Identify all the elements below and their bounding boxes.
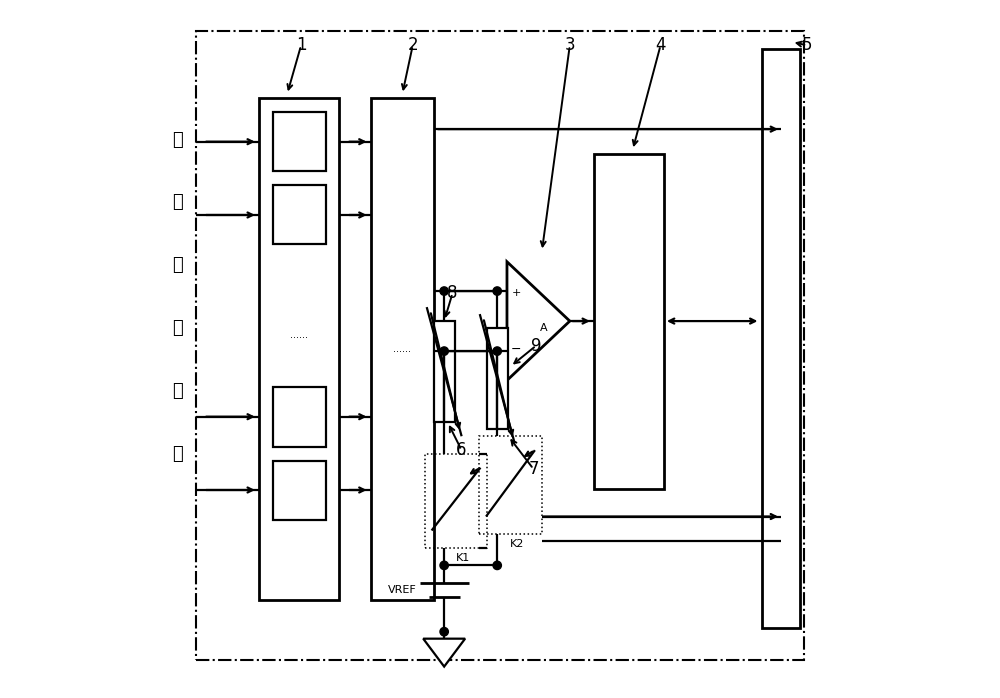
Bar (273, 112, 326, 171)
Text: A: A (539, 323, 547, 333)
Text: K2: K2 (510, 540, 525, 549)
Circle shape (440, 287, 448, 295)
Bar (273, 185, 326, 244)
Text: 1: 1 (296, 36, 306, 54)
Text: 分: 分 (172, 193, 183, 211)
Text: 差: 差 (172, 131, 183, 149)
Circle shape (440, 347, 448, 355)
Bar (762, 49, 800, 628)
Text: 模: 模 (172, 256, 183, 274)
Circle shape (440, 628, 448, 636)
Bar (434, 321, 455, 422)
Circle shape (440, 561, 448, 570)
Text: 号: 号 (172, 445, 183, 463)
Bar (425, 454, 487, 548)
Bar (196, 31, 804, 660)
Circle shape (493, 347, 501, 355)
Text: 3: 3 (564, 36, 575, 54)
Circle shape (493, 561, 501, 570)
Circle shape (493, 287, 501, 295)
Text: +: + (511, 288, 521, 298)
Text: 2: 2 (407, 36, 418, 54)
Polygon shape (507, 262, 570, 380)
Text: 4: 4 (655, 36, 666, 54)
Text: −: − (511, 343, 521, 355)
Text: 信: 信 (172, 382, 183, 400)
Text: 5: 5 (802, 36, 812, 54)
Text: 拟: 拟 (172, 319, 183, 337)
Text: ......: ...... (393, 344, 411, 354)
Bar (259, 98, 339, 600)
Text: 6: 6 (456, 441, 467, 459)
Bar (273, 461, 326, 520)
Text: 8: 8 (447, 284, 458, 302)
Polygon shape (423, 639, 465, 667)
Bar (371, 98, 434, 600)
Bar (594, 154, 664, 489)
Bar (487, 328, 508, 429)
Text: 7: 7 (528, 460, 539, 478)
Bar (273, 387, 326, 447)
Text: K1: K1 (456, 554, 470, 563)
Text: 9: 9 (531, 336, 542, 355)
Text: ......: ...... (290, 330, 308, 340)
Bar (479, 436, 542, 534)
Text: VREF: VREF (388, 585, 417, 595)
